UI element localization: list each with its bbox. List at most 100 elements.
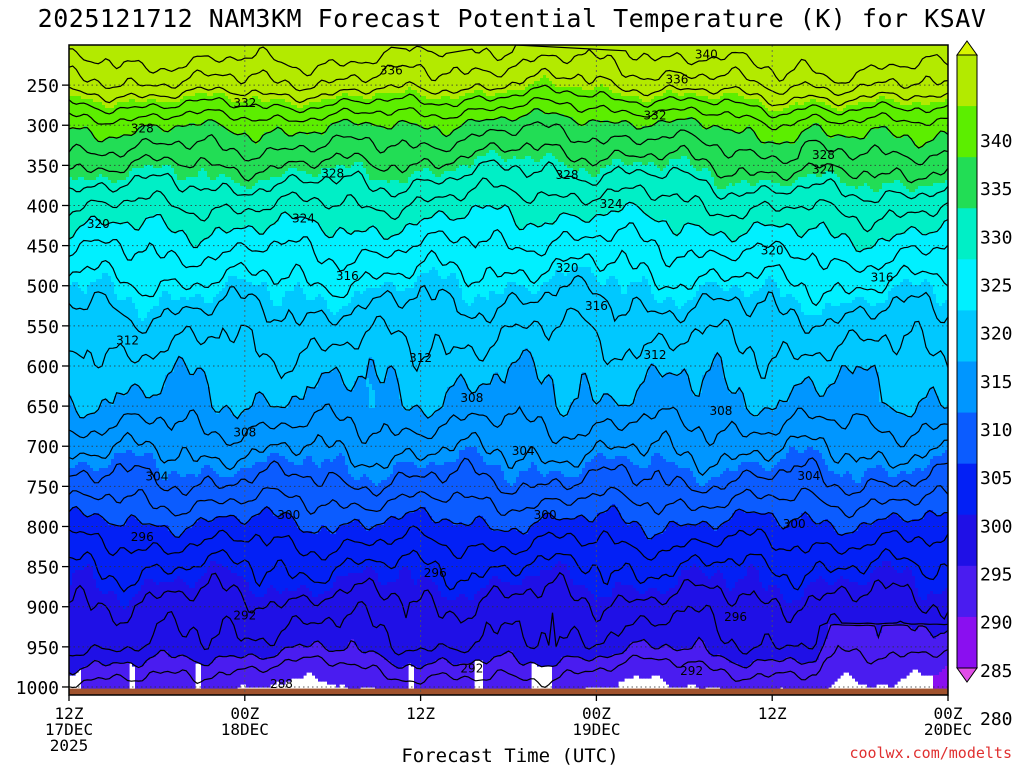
colorbar-frame [956, 54, 978, 669]
isentrope-312 [69, 307, 948, 380]
contour-label-312: 312 [409, 351, 432, 365]
x-axis-label: Forecast Time (UTC) [401, 745, 619, 767]
plot-frame [68, 44, 949, 696]
x-tick-label-36: 00Z 19DEC [572, 704, 620, 739]
contour-label-296: 296 [131, 530, 154, 544]
isentrope-336 [69, 67, 948, 107]
isentrope-314 [69, 274, 948, 334]
colorbar-label-280: 280 [980, 709, 1013, 730]
y-tick-label-750: 750 [26, 477, 59, 498]
contour-label-300: 300 [783, 517, 806, 531]
contour-label-296: 296 [724, 610, 747, 624]
contour-label-296: 296 [424, 566, 447, 580]
contour-label-300: 300 [534, 508, 557, 522]
contour-label-320: 320 [87, 217, 110, 231]
x-tick-label-60: 00Z 20DEC [924, 704, 972, 739]
colorbar-band-295 [957, 463, 977, 516]
contour-label-316: 316 [871, 271, 894, 285]
ground-strip [69, 688, 948, 695]
isentrope-328 [69, 121, 948, 166]
isentrope-306 [69, 430, 948, 477]
colorbar-band-305 [957, 361, 977, 414]
source-credit: coolwx.com/modelts [849, 744, 1012, 762]
contour-label-308: 308 [460, 391, 483, 405]
contour-label-308: 308 [233, 426, 256, 440]
colorbar-band-315 [957, 259, 977, 311]
y-tick-label-350: 350 [26, 156, 59, 177]
x-tick-label-0: 12Z 17DEC 2025 [45, 704, 93, 755]
colorbar-band-300 [957, 412, 977, 465]
isentrope-294 [69, 571, 948, 627]
isentrope-326 [69, 142, 948, 184]
colorbar-label-315: 315 [980, 372, 1013, 393]
y-tick-label-550: 550 [26, 317, 59, 338]
y-tick-label-950: 950 [26, 638, 59, 659]
x-tick-label-12: 00Z 18DEC [221, 704, 269, 739]
colorbar-label-320: 320 [980, 324, 1013, 345]
y-tick-label-300: 300 [26, 116, 59, 137]
colorbar-band-310 [957, 310, 977, 362]
y-tick-label-400: 400 [26, 196, 59, 217]
contour-label-332: 332 [644, 109, 667, 123]
colorbar-label-285: 285 [980, 661, 1013, 682]
isentrope-340 [69, 45, 948, 84]
colorbar-label-325: 325 [980, 276, 1013, 297]
isentrope-332 [69, 97, 948, 131]
isentrope-316 [69, 249, 948, 307]
contour-label-320: 320 [556, 261, 579, 275]
isentrope-290 [69, 623, 948, 676]
colorbar-band-325 [957, 157, 977, 209]
y-tick-label-900: 900 [26, 598, 59, 619]
colorbar-band-290 [957, 514, 977, 567]
contour-label-288: 288 [270, 677, 293, 691]
y-tick-label-700: 700 [26, 437, 59, 458]
contour-label-336: 336 [380, 64, 403, 78]
colorbar-label-290: 290 [980, 613, 1013, 634]
contour-label-316: 316 [585, 299, 608, 313]
isentrope-310 [69, 348, 948, 420]
y-tick-label-450: 450 [26, 237, 59, 258]
isentrope-292 [69, 601, 948, 657]
isentrope-338 [69, 48, 948, 97]
contour-label-336: 336 [666, 73, 689, 87]
colorbar-bottom-arrow [956, 667, 978, 683]
contour-label-292: 292 [680, 664, 703, 678]
contour-label-340: 340 [695, 48, 718, 62]
contour-label-292: 292 [460, 662, 483, 676]
y-tick-label-1000: 1000 [16, 678, 59, 699]
colorbar-label-330: 330 [980, 227, 1013, 248]
isentrope-300 [69, 505, 948, 540]
colorbar-band-330 [957, 106, 977, 158]
colorbar-top-arrow [956, 40, 978, 56]
contour-label-292: 292 [233, 609, 256, 623]
isentrope-324 [69, 159, 948, 204]
contour-label-308: 308 [709, 404, 732, 418]
contour-label-304: 304 [512, 444, 535, 458]
contour-label-312: 312 [116, 333, 139, 347]
y-tick-label-500: 500 [26, 277, 59, 298]
contour-label-320: 320 [761, 243, 784, 257]
y-tick-label-600: 600 [26, 357, 59, 378]
y-tick-label-800: 800 [26, 517, 59, 538]
contour-label-324: 324 [292, 211, 315, 225]
colorbar-label-340: 340 [980, 131, 1013, 152]
y-tick-label-250: 250 [26, 76, 59, 97]
contour-label-328: 328 [556, 168, 579, 182]
contour-label-328: 328 [131, 121, 154, 135]
colorbar-band-280 [957, 616, 977, 669]
x-tick-label-24: 12Z [406, 704, 435, 723]
isentrope-302 [69, 485, 948, 519]
colorbar-label-310: 310 [980, 420, 1013, 441]
colorbar-label-300: 300 [980, 516, 1013, 537]
contour-label-332: 332 [233, 96, 256, 110]
contour-label-324: 324 [812, 162, 835, 176]
colorbar-band-320 [957, 208, 977, 260]
y-tick-label-850: 850 [26, 558, 59, 579]
contour-label-304: 304 [797, 469, 820, 483]
isentrope-308 [69, 403, 948, 448]
contour-label-328: 328 [321, 166, 344, 180]
contour-label-312: 312 [644, 348, 667, 362]
contour-label-300: 300 [277, 508, 300, 522]
isentrope-288 [69, 644, 948, 689]
